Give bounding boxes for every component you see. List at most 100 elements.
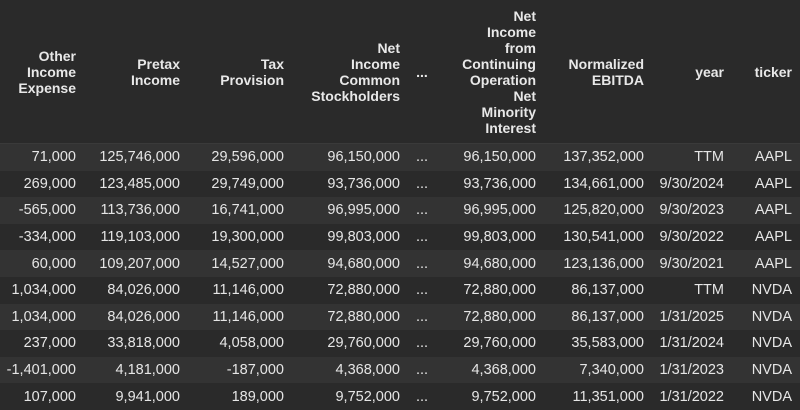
cell-net-income-continuing-operation: 9,752,000: [436, 383, 544, 410]
cell-other-income-expense: 71,000: [0, 143, 84, 171]
cell-ellipsis: ...: [408, 143, 436, 171]
cell-net-income-continuing-operation: 99,803,000: [436, 223, 544, 251]
cell-ellipsis: ...: [408, 250, 436, 277]
table-row: 1,034,000 84,026,000 11,146,000 72,880,000.…: [0, 276, 800, 304]
column-header-net-income-continuing-operation: Net Income from Continuing Operation Net…: [436, 0, 544, 144]
cell-ticker: NVDA: [732, 356, 800, 384]
cell-year: 9/30/2024: [652, 170, 732, 198]
table-row: -565,000 113,736,000 16,741,000 96,995,000.…: [0, 197, 800, 224]
cell-normalized-ebitda: 123,136,000: [544, 250, 652, 277]
cell-net-income-common-stockholders: 96,995,000: [292, 197, 408, 224]
cell-other-income-expense: 1,034,000: [0, 276, 84, 304]
cell-other-income-expense: 237,000: [0, 330, 84, 357]
cell-tax-provision: 14,527,000: [188, 250, 292, 277]
cell-year: TTM: [652, 276, 732, 304]
table-header: Other Income Expense Pretax Income Tax P…: [0, 0, 800, 144]
cell-net-income-common-stockholders: 9,752,000: [292, 383, 408, 410]
cell-normalized-ebitda: 86,137,000: [544, 276, 652, 304]
cell-net-income-continuing-operation: 72,880,000: [436, 303, 544, 331]
cell-ellipsis: ...: [408, 330, 436, 357]
cell-ellipsis: ...: [408, 356, 436, 384]
cell-normalized-ebitda: 137,352,000: [544, 143, 652, 171]
cell-tax-provision: 11,146,000: [188, 303, 292, 331]
cell-year: 9/30/2023: [652, 197, 732, 224]
cell-year: 1/31/2023: [652, 356, 732, 384]
table-row: 71,000 125,746,000 29,596,000 96,150,000...…: [0, 143, 800, 171]
cell-net-income-common-stockholders: 4,368,000: [292, 356, 408, 384]
cell-net-income-common-stockholders: 93,736,000: [292, 170, 408, 198]
cell-ticker: AAPL: [732, 143, 800, 171]
cell-ticker: NVDA: [732, 276, 800, 304]
cell-net-income-continuing-operation: 96,995,000: [436, 197, 544, 224]
cell-tax-provision: 19,300,000: [188, 223, 292, 251]
cell-other-income-expense: 107,000: [0, 383, 84, 410]
table-row: 269,000 123,485,000 29,749,000 93,736,000..…: [0, 170, 800, 198]
cell-pretax-income: 125,746,000: [84, 143, 188, 171]
cell-year: 9/30/2022: [652, 223, 732, 251]
cell-ellipsis: ...: [408, 383, 436, 410]
column-header-tax-provision: Tax Provision: [188, 0, 292, 144]
cell-net-income-common-stockholders: 99,803,000: [292, 223, 408, 251]
cell-ticker: AAPL: [732, 170, 800, 198]
cell-normalized-ebitda: 134,661,000: [544, 170, 652, 198]
cell-pretax-income: 84,026,000: [84, 276, 188, 304]
cell-pretax-income: 123,485,000: [84, 170, 188, 198]
cell-net-income-continuing-operation: 29,760,000: [436, 330, 544, 357]
cell-ellipsis: ...: [408, 170, 436, 198]
cell-ticker: NVDA: [732, 330, 800, 357]
cell-ticker: NVDA: [732, 303, 800, 331]
column-header-ellipsis: ...: [408, 0, 436, 144]
cell-normalized-ebitda: 130,541,000: [544, 223, 652, 251]
table-row: 107,000 9,941,000 189,000 9,752,000... 9,752…: [0, 383, 800, 410]
cell-pretax-income: 33,818,000: [84, 330, 188, 357]
cell-net-income-common-stockholders: 72,880,000: [292, 276, 408, 304]
cell-ellipsis: ...: [408, 223, 436, 251]
cell-tax-provision: 16,741,000: [188, 197, 292, 224]
cell-pretax-income: 84,026,000: [84, 303, 188, 331]
column-header-net-income-common-stockholders: Net Income Common Stockholders: [292, 0, 408, 144]
column-header-other-income-expense: Other Income Expense: [0, 0, 84, 144]
cell-tax-provision: 29,749,000: [188, 170, 292, 198]
header-row: Other Income Expense Pretax Income Tax P…: [0, 0, 800, 144]
cell-ticker: NVDA: [732, 383, 800, 410]
cell-other-income-expense: 269,000: [0, 170, 84, 198]
table-row: 237,000 33,818,000 4,058,000 29,760,000... 2…: [0, 330, 800, 357]
cell-ellipsis: ...: [408, 276, 436, 304]
cell-year: 1/31/2025: [652, 303, 732, 331]
cell-other-income-expense: 60,000: [0, 250, 84, 277]
cell-tax-provision: 4,058,000: [188, 330, 292, 357]
column-header-year: year: [652, 0, 732, 144]
table-row: 60,000 109,207,000 14,527,000 94,680,000...…: [0, 250, 800, 277]
cell-other-income-expense: -1,401,000: [0, 356, 84, 384]
cell-normalized-ebitda: 125,820,000: [544, 197, 652, 224]
cell-year: TTM: [652, 143, 732, 171]
cell-net-income-common-stockholders: 72,880,000: [292, 303, 408, 331]
cell-ticker: AAPL: [732, 197, 800, 224]
cell-tax-provision: -187,000: [188, 356, 292, 384]
cell-net-income-continuing-operation: 93,736,000: [436, 170, 544, 198]
cell-net-income-common-stockholders: 29,760,000: [292, 330, 408, 357]
table-row: -334,000 119,103,000 19,300,000 99,803,000.…: [0, 223, 800, 251]
cell-net-income-continuing-operation: 94,680,000: [436, 250, 544, 277]
cell-ellipsis: ...: [408, 197, 436, 224]
cell-other-income-expense: -565,000: [0, 197, 84, 224]
cell-pretax-income: 109,207,000: [84, 250, 188, 277]
cell-ellipsis: ...: [408, 303, 436, 331]
table-body: 71,000 125,746,000 29,596,000 96,150,000...…: [0, 143, 800, 410]
cell-normalized-ebitda: 7,340,000: [544, 356, 652, 384]
cell-year: 9/30/2021: [652, 250, 732, 277]
cell-pretax-income: 9,941,000: [84, 383, 188, 410]
column-header-normalized-ebitda: Normalized EBITDA: [544, 0, 652, 144]
cell-tax-provision: 189,000: [188, 383, 292, 410]
table-row: 1,034,000 84,026,000 11,146,000 72,880,000.…: [0, 303, 800, 331]
cell-tax-provision: 29,596,000: [188, 143, 292, 171]
cell-net-income-continuing-operation: 96,150,000: [436, 143, 544, 171]
column-header-pretax-income: Pretax Income: [84, 0, 188, 144]
cell-ticker: AAPL: [732, 250, 800, 277]
column-header-ticker: ticker: [732, 0, 800, 144]
cell-pretax-income: 4,181,000: [84, 356, 188, 384]
cell-year: 1/31/2024: [652, 330, 732, 357]
cell-normalized-ebitda: 11,351,000: [544, 383, 652, 410]
